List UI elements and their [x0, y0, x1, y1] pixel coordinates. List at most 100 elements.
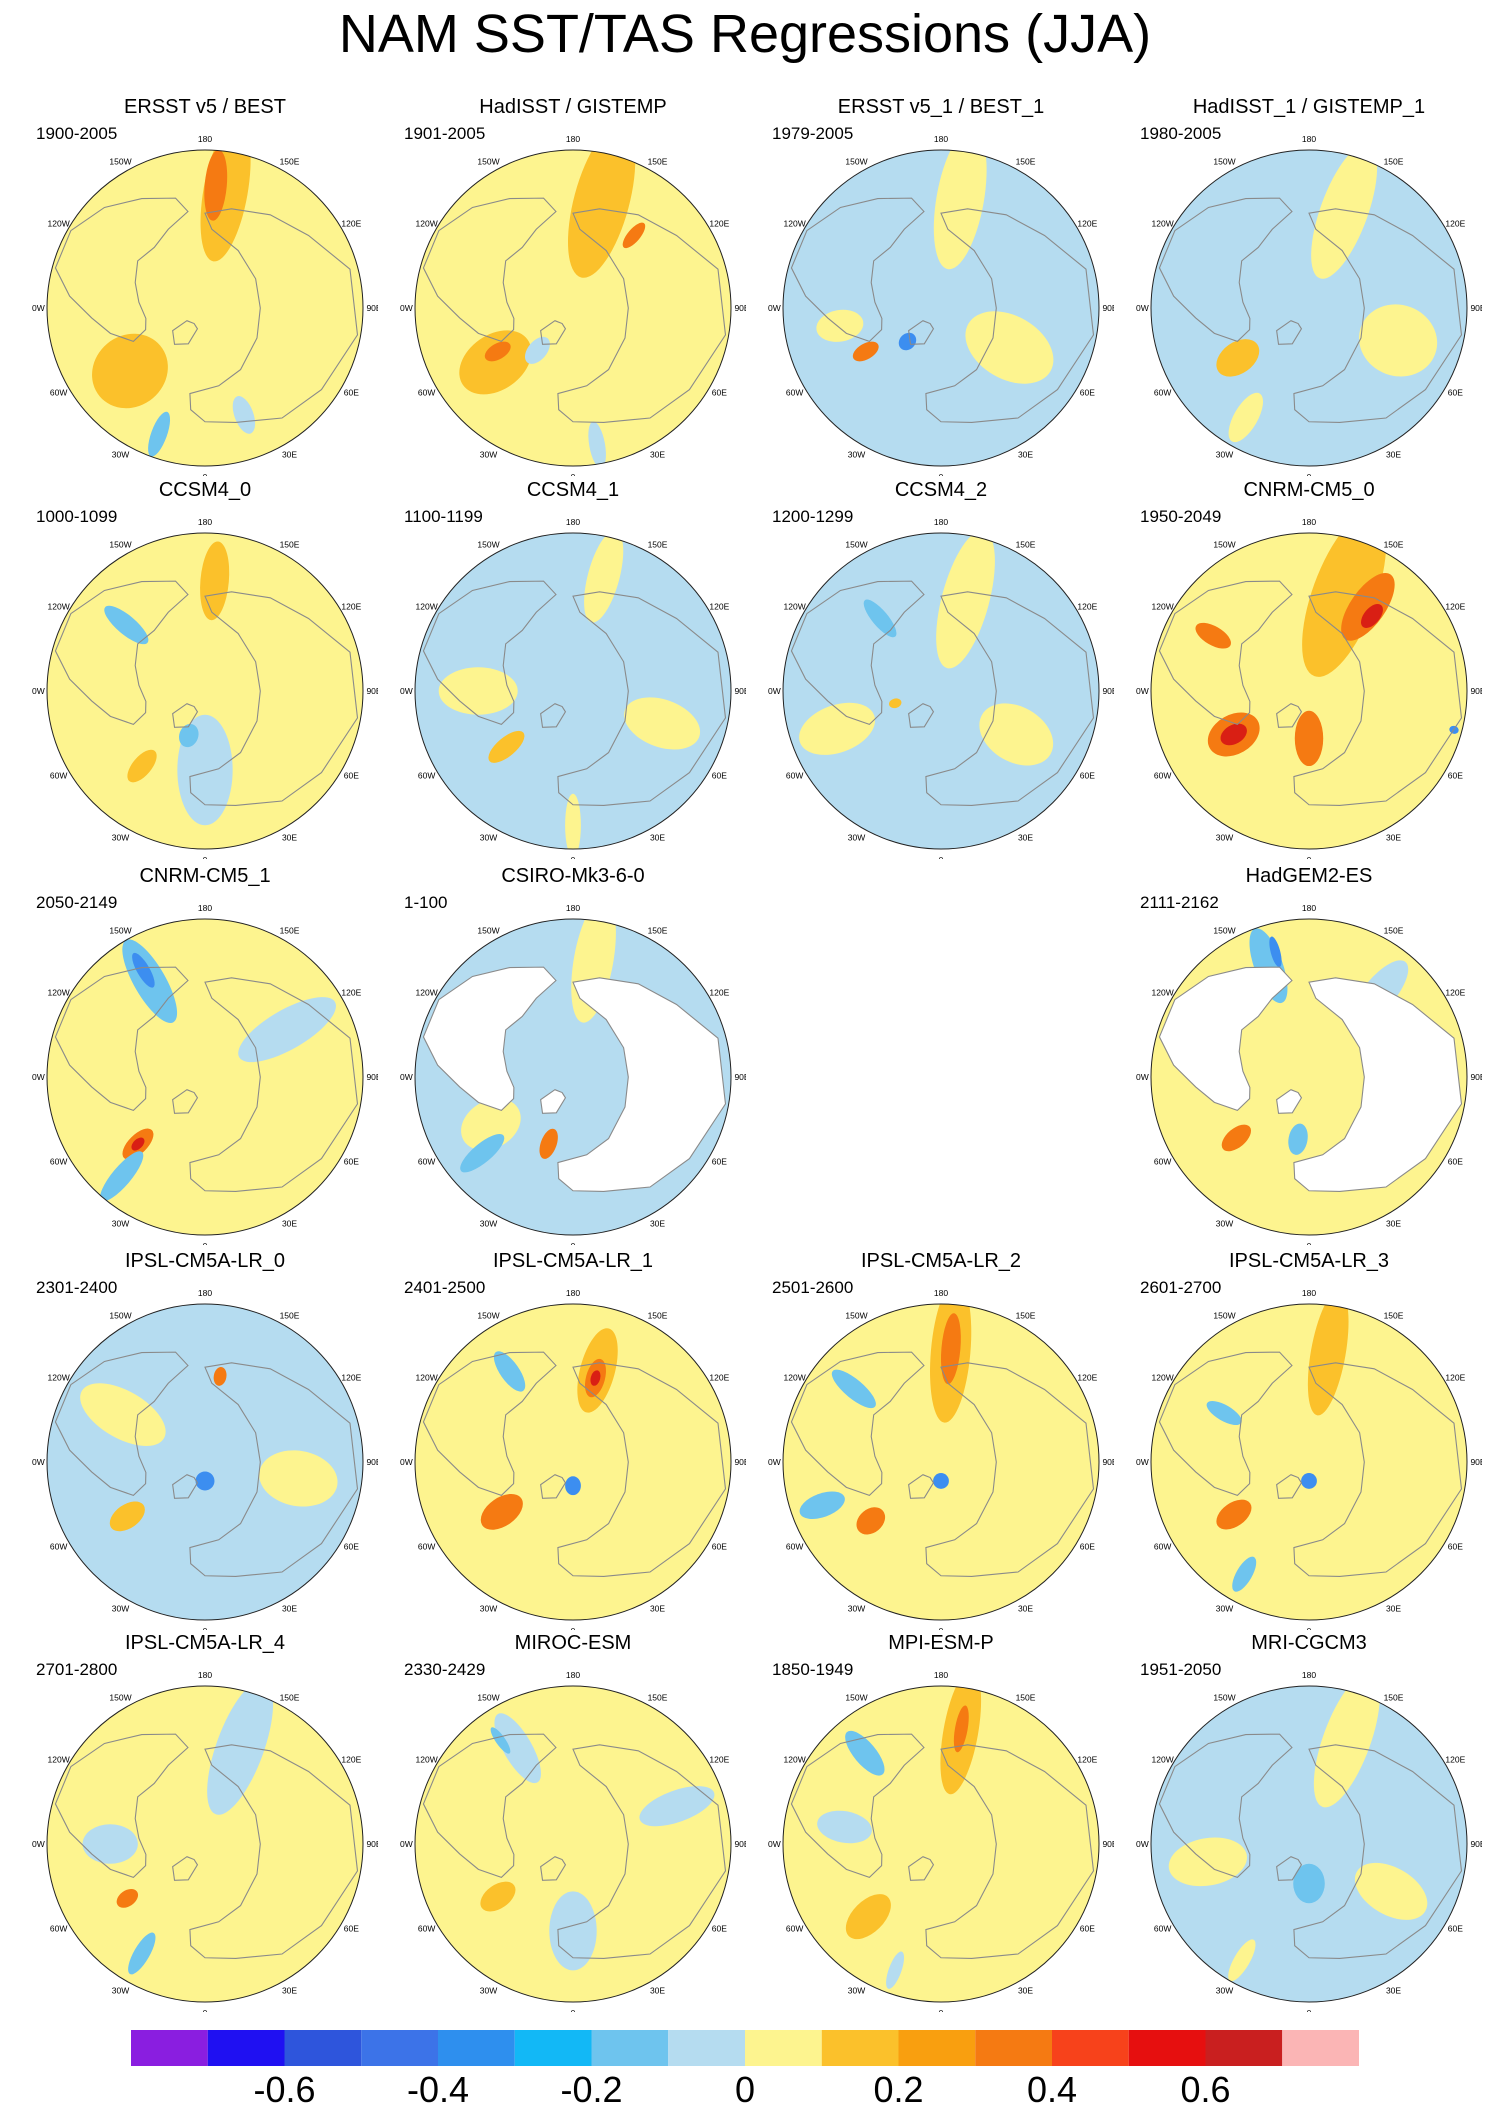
longitude-label: 180	[934, 517, 948, 527]
longitude-label: 60W	[418, 1924, 435, 1934]
anomaly-region	[100, 1151, 144, 1202]
anomaly-region	[953, 1705, 969, 1753]
anomaly-region	[845, 1894, 891, 1940]
coastline	[925, 208, 1095, 424]
ocean-field	[783, 150, 1099, 466]
colorbar-swatch	[284, 2030, 362, 2066]
coastline	[189, 208, 359, 424]
longitude-label: 180	[1302, 1288, 1316, 1298]
panel-title: ERSST v5_1 / BEST_1	[837, 96, 1045, 118]
ocean-field	[415, 1304, 731, 1620]
longitude-label: 90W	[1136, 1072, 1149, 1082]
map-panel: CSIRO-Mk3-6-0 180 150E 120E 90E 60E 30E 0 30W 60W…	[400, 865, 746, 1245]
longitude-label: 120E	[1445, 1755, 1465, 1765]
panel-period: 1100-1199	[404, 507, 483, 526]
map-panel: MRI-CGCM3180150E120E90E60E30E030W60W90W1…	[1136, 1632, 1482, 2012]
longitude-label: 120E	[341, 602, 361, 612]
colorbar-swatch	[1128, 2030, 1206, 2066]
coastline	[908, 703, 935, 728]
coastline	[557, 977, 727, 1193]
polar-map: 180 150E 120E 90E 60E 30E 0 30W 60W 90W 120W 150W	[32, 1288, 378, 1630]
coastline	[557, 1744, 727, 1960]
anomaly-region	[979, 703, 1054, 766]
anomaly-region	[1195, 622, 1231, 649]
longitude-label: 150E	[1384, 926, 1404, 936]
longitude-label: 60W	[1154, 388, 1171, 398]
longitude-label: 30E	[282, 1218, 297, 1228]
polar-map: 180 150E 120E 90E 60E 30E 0 30W 60W 90W 120W 150W	[1136, 1288, 1482, 1630]
longitude-label: 120W	[48, 219, 70, 229]
panel-period: 1-100	[404, 893, 448, 912]
longitude-label: 120E	[1077, 1755, 1097, 1765]
longitude-label: 150W	[477, 1693, 499, 1703]
coastline	[422, 1351, 557, 1497]
longitude-label: 90E	[1102, 686, 1114, 696]
longitude-label: 120W	[1152, 988, 1174, 998]
longitude-label: 60W	[786, 388, 803, 398]
map-panel: HadISST / GISTEMP 180 150E 120E 90E 60E 30E 0 30…	[400, 96, 746, 476]
anomaly-region	[480, 1881, 516, 1912]
longitude-label: 90W	[768, 686, 781, 696]
longitude-label: 30E	[650, 832, 665, 842]
coastline	[540, 703, 567, 728]
longitude-label: 180	[198, 517, 212, 527]
anomaly-region	[1216, 339, 1260, 377]
longitude-label: 30W	[1216, 832, 1233, 842]
polar-map: 180 150E 120E 90E 60E 30E 0 30W 60W 90W 120W 150W	[400, 1670, 746, 2012]
map-panel: HadGEM2-ES 180 150E 120E 90E 60E 30E 0 30W 60W 90W…	[1136, 865, 1482, 1245]
anomaly-region	[179, 723, 199, 748]
longitude-label: 120E	[1077, 219, 1097, 229]
longitude-label: 60W	[50, 771, 67, 781]
panel-title: IPSL-CM5A-LR_0	[124, 1250, 286, 1272]
longitude-label: 60E	[344, 1542, 359, 1552]
anomaly-region	[438, 667, 518, 715]
colorbar-swatch	[591, 2030, 669, 2066]
coastline	[1158, 197, 1293, 343]
longitude-label: 60W	[418, 1157, 435, 1167]
anomaly-region	[484, 341, 511, 362]
longitude-label: 30E	[650, 449, 665, 459]
longitude-label: 60W	[50, 1542, 67, 1552]
panel-title: CCSM4_2	[894, 479, 988, 501]
longitude-label: 90E	[734, 303, 746, 313]
longitude-label: 90W	[1136, 303, 1149, 313]
longitude-label: 150W	[477, 540, 499, 550]
anomaly-region	[213, 1367, 227, 1386]
anomaly-region	[1354, 1862, 1428, 1920]
longitude-label: 60W	[1154, 771, 1171, 781]
polar-map: 180 150E 120E 90E 60E 30E 0 30W 60W 90W 120W 150W	[1136, 134, 1482, 476]
panel-period: 1951-2050	[1140, 1660, 1222, 1679]
longitude-label: 60W	[786, 1542, 803, 1552]
anomaly-region	[263, 1851, 325, 1902]
map-boundary	[46, 1685, 364, 2003]
longitude-label: 90E	[1102, 303, 1114, 313]
longitude-label: 30E	[1018, 1603, 1033, 1613]
polar-map: 180 150E 120E 90E 60E 30E 0 30W 60W 90W 120W 150W	[1136, 903, 1482, 1245]
anomaly-region	[132, 952, 155, 988]
longitude-label: 150E	[280, 926, 300, 936]
anomaly-region	[232, 396, 256, 434]
longitude-label: 120E	[1445, 1373, 1465, 1383]
longitude-label: 120E	[341, 219, 361, 229]
map-boundary	[414, 918, 732, 1236]
colorbar-swatch	[1205, 2030, 1283, 2066]
map-boundary	[1150, 149, 1468, 467]
colorbar-tick-label: 0.6	[1180, 2069, 1231, 2110]
longitude-label: 150E	[648, 1693, 668, 1703]
anomaly-region	[1294, 710, 1324, 767]
coastline	[189, 591, 359, 807]
longitude-label: 0	[939, 2008, 944, 2012]
longitude-label: 90E	[366, 1072, 378, 1082]
map-panel: IPSL-CM5A-LR_1 180 150E 120E 90E 60E 30E 0 30W 60…	[400, 1250, 746, 1630]
ocean-field	[1151, 150, 1467, 466]
map-panel: CNRM-CM5_0 180 150E 120E 90E 60E 30E 0 30W 60W 90W…	[1136, 479, 1482, 859]
coastline	[925, 591, 1095, 807]
anomaly-region	[1206, 1401, 1242, 1426]
panel-period: 2111-2162	[1140, 893, 1219, 912]
longitude-label: 90W	[768, 303, 781, 313]
panel-title: HadISST / GISTEMP	[479, 96, 667, 118]
longitude-label: 60E	[712, 1157, 727, 1167]
map-panel: ERSST v5_1 / BEST_1 180 150E 120E 90E 60E 30E 0…	[768, 96, 1114, 476]
longitude-label: 60W	[418, 1542, 435, 1552]
longitude-label: 30W	[112, 449, 129, 459]
